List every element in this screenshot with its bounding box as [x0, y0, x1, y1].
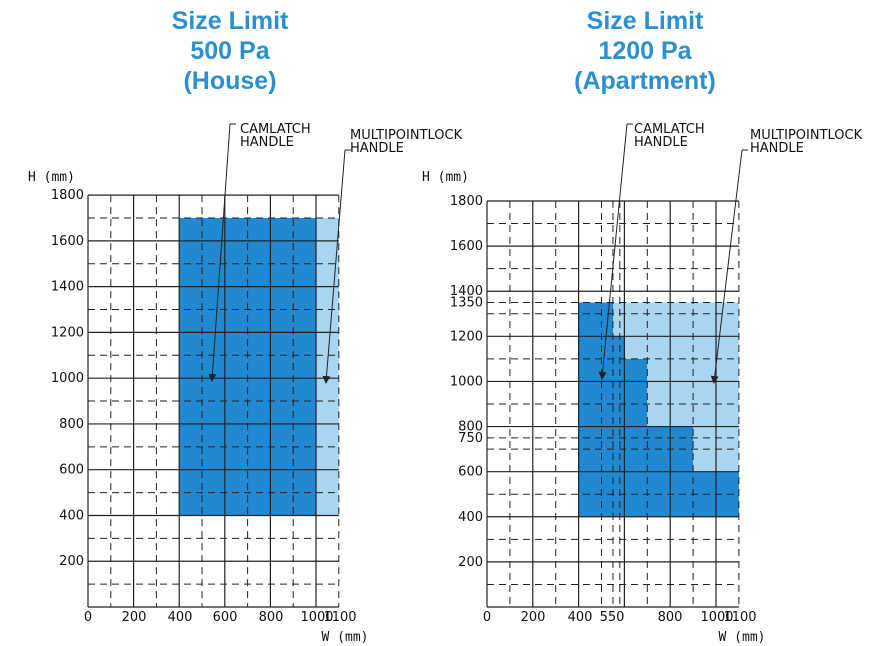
title-line-1: Size Limit [171, 7, 289, 35]
x-tick-label: 800 [259, 610, 284, 625]
camlatch-region [578, 302, 739, 517]
y-tick-label: 1000 [51, 371, 84, 386]
y-tick-label: 1800 [51, 188, 84, 203]
x-tick-label: 0 [483, 610, 491, 625]
x-tick-label: 1100 [323, 610, 356, 625]
y-tick-label: 600 [458, 465, 483, 480]
y-tick-label: 200 [458, 555, 483, 570]
x-tick-label: 1100 [723, 610, 756, 625]
annotation-arrow [598, 123, 628, 380]
y-tick-label: 800 [458, 420, 483, 435]
annotation-arrow [208, 123, 231, 382]
y-tick-label: 750 [458, 431, 483, 446]
multipointlock-annotation: MULTIPOINTLOCK [350, 128, 463, 143]
annotation-arrow [710, 149, 743, 384]
y-tick-label: 600 [59, 463, 84, 478]
camlatch-annotation: HANDLE [634, 135, 688, 150]
x-tick-label: 200 [122, 610, 147, 625]
y-tick-label: 1350 [450, 296, 483, 311]
x-tick-label: 1000 [300, 610, 333, 625]
chart-apartment: 1800160014001350120010008007506004002000… [422, 122, 863, 645]
x-tick-label: 400 [168, 610, 193, 625]
camlatch-annotation: HANDLE [240, 135, 294, 150]
y-tick-label: 1800 [450, 194, 483, 209]
chart-title-house: Size Limit 500 Pa (House) [130, 6, 330, 96]
multipointlock-region [613, 302, 739, 472]
x-tick-label: 1000 [700, 610, 733, 625]
y-axis-unit: H (mm) [422, 170, 469, 185]
x-tick-label: 600 [213, 610, 238, 625]
camlatch-annotation: CAMLATCH [634, 122, 705, 137]
title-line-2: 1200 Pa [598, 37, 692, 65]
x-axis-unit: W (mm) [322, 630, 369, 645]
multipointlock-annotation: HANDLE [350, 141, 404, 156]
x-tick-label: 0 [84, 610, 92, 625]
multipointlock-annotation: MULTIPOINTLOCK [750, 128, 863, 143]
chart-title-apartment: Size Limit 1200 Pa (Apartment) [545, 6, 745, 96]
y-tick-label: 200 [59, 554, 84, 569]
multipointlock-annotation: HANDLE [750, 141, 804, 156]
x-tick-label: 200 [521, 610, 546, 625]
y-tick-label: 400 [59, 508, 84, 523]
chart-house: 1800 1600 1400 1200 1000 800 600 400 200 0 200 400 6… [28, 122, 463, 645]
title-line-2: 500 Pa [190, 37, 270, 65]
annotation-arrow [322, 149, 346, 384]
y-tick-label: 1200 [51, 325, 84, 340]
y-tick-label: 1600 [450, 239, 483, 254]
x-axis-unit: W (mm) [719, 630, 766, 645]
title-line-3: (Apartment) [574, 67, 716, 95]
y-tick-label: 400 [458, 510, 483, 525]
x-tick-label: 800 [658, 610, 683, 625]
y-tick-label: 1400 [51, 280, 84, 295]
x-tick-label: 400 [568, 610, 593, 625]
camlatch-annotation: CAMLATCH [240, 122, 311, 137]
y-tick-label: 1600 [51, 234, 84, 249]
title-line-3: (House) [183, 67, 277, 95]
y-tick-label: 1000 [450, 374, 483, 389]
y-axis-unit: H (mm) [28, 170, 75, 185]
y-tick-label: 800 [59, 417, 84, 432]
y-tick-label: 1200 [450, 329, 483, 344]
title-line-1: Size Limit [586, 7, 704, 35]
y-tick-label: 1400 [450, 284, 483, 299]
x-tick-label: 550 [600, 610, 625, 625]
